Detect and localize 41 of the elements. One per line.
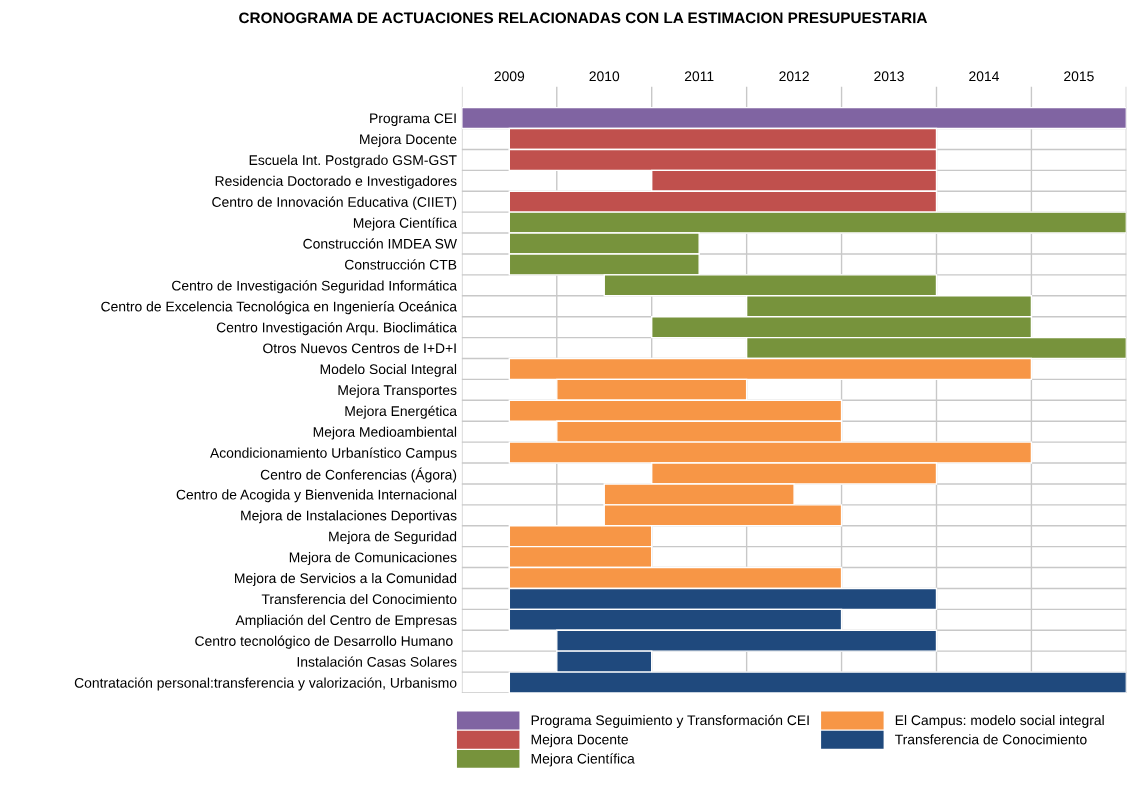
x-tick-label: 2011 (684, 71, 714, 82)
y-tick-label: Ampliación del Centro de Empresas (235, 614, 457, 628)
y-tick-label: Acondicionamiento Urbanístico Campus (210, 447, 457, 461)
x-tick-label: 2009 (494, 71, 525, 82)
y-tick-label: Otros Nuevos Centros de I+D+I (263, 343, 456, 354)
y-tick-label: Mejora de Instalaciones Deportivas (241, 510, 457, 524)
x-tick-label: 2012 (779, 71, 809, 82)
x-tick-label: 2015 (1064, 71, 1094, 82)
y-tick-label: Centro de Investigación Seguridad Informática (172, 280, 458, 294)
legend-label: El Campus: modelo social integral (895, 714, 1104, 728)
y-tick-label: Mejora Medioambiental (313, 426, 457, 440)
y-tick-label: Modelo Social Integral (320, 363, 457, 377)
y-tick-label: Instalación Casas Solares (297, 656, 457, 667)
y-tick-label: Construcción IMDEA SW (303, 238, 457, 249)
x-tick-label: 2010 (589, 71, 620, 82)
y-tick-label: Centro Investigación Arqu. Bioclimática (216, 322, 458, 336)
y-tick-label: Mejora Docente (360, 133, 457, 147)
y-tick-label: Centro de Innovación Educativa (CIIET) (212, 196, 457, 210)
y-tick-label: Mejora de Servicios a la Comunidad (235, 572, 457, 586)
y-tick-label: Residencia Doctorado e Investigadores (215, 175, 457, 189)
y-tick-label: Contratación personal:transferencia y valorización, Urbanismo (74, 677, 457, 691)
legend-label: Transferencia de Conocimiento (895, 734, 1087, 745)
y-tick-label: Mejora Científica (353, 217, 457, 231)
x-tick-label: 2014 (969, 71, 999, 82)
y-tick-label: Centro de Excelencia Tecnológica en Ingeniería Oceánica (101, 301, 458, 315)
x-tick-label: 2013 (874, 71, 904, 82)
y-tick-label: Escuela Int. Postgrado GSM-GST (249, 154, 457, 168)
y-tick-label: Mejora Energética (345, 405, 457, 419)
legend-label: Mejora Docente (531, 734, 628, 748)
chart-title: CRONOGRAMA DE ACTUACIONES RELACIONADAS CON LA ESTIMACION PRESUPUESTARIA (239, 12, 928, 24)
y-tick-label: Mejora de Comunicaciones (289, 552, 457, 566)
y-tick-label: Centro de Acogida y Bienvenida Internacional (176, 489, 457, 503)
y-tick-label: Centro de Conferencias (Ágora) (260, 467, 457, 483)
y-tick-label: Mejora de Seguridad (329, 531, 457, 545)
y-tick-label: Transferencia del Conocimiento (261, 593, 457, 605)
y-tick-label: Programa CEI (370, 113, 456, 126)
y-tick-label: Construcción CTB (345, 259, 457, 270)
y-tick-label: Mejora Transportes (338, 384, 457, 398)
legend-label: Programa Seguimiento y Transformación CEI (531, 714, 809, 728)
legend-label: Mejora Científica (531, 753, 635, 767)
y-tick-label: Centro tecnológico de Desarrollo Humano (195, 635, 453, 649)
